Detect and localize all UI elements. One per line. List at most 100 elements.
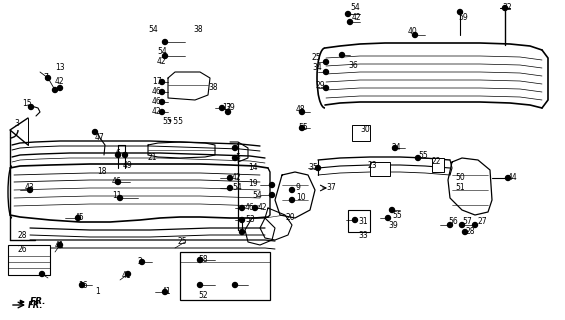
Text: 46: 46 xyxy=(152,98,162,107)
Text: FR.: FR. xyxy=(30,298,46,307)
Circle shape xyxy=(198,258,202,262)
Circle shape xyxy=(140,260,145,265)
Circle shape xyxy=(289,197,294,203)
Text: 15: 15 xyxy=(22,99,32,108)
Circle shape xyxy=(289,188,294,193)
Text: 26: 26 xyxy=(18,245,28,254)
Text: 27: 27 xyxy=(478,218,488,227)
Text: 51: 51 xyxy=(455,183,464,193)
Circle shape xyxy=(412,33,418,37)
Bar xyxy=(352,125,370,141)
Text: 42: 42 xyxy=(55,77,64,86)
Text: 58: 58 xyxy=(198,255,207,265)
Text: 41: 41 xyxy=(122,271,132,281)
Circle shape xyxy=(389,207,394,212)
Text: 41: 41 xyxy=(162,287,172,297)
Circle shape xyxy=(93,130,98,134)
Circle shape xyxy=(233,156,237,161)
Circle shape xyxy=(228,175,233,180)
Circle shape xyxy=(123,153,128,157)
Circle shape xyxy=(240,229,245,235)
Text: 12: 12 xyxy=(222,103,232,113)
Circle shape xyxy=(324,69,328,75)
Text: 56: 56 xyxy=(448,218,458,227)
Text: 28: 28 xyxy=(465,228,475,236)
Text: 47: 47 xyxy=(95,133,105,142)
Circle shape xyxy=(76,215,80,220)
Bar xyxy=(370,162,390,176)
Text: 48: 48 xyxy=(296,106,306,115)
Circle shape xyxy=(340,52,345,58)
Text: 36: 36 xyxy=(348,60,358,69)
Circle shape xyxy=(159,90,164,94)
Text: 31: 31 xyxy=(358,218,368,227)
Text: 40: 40 xyxy=(408,28,418,36)
Circle shape xyxy=(502,5,507,11)
Text: 55: 55 xyxy=(298,124,308,132)
Text: 41: 41 xyxy=(55,241,64,250)
Text: 21: 21 xyxy=(148,154,158,163)
Text: 43: 43 xyxy=(25,183,35,193)
Circle shape xyxy=(159,100,164,105)
Circle shape xyxy=(58,85,63,91)
Text: 57: 57 xyxy=(462,218,472,227)
Bar xyxy=(8,245,50,275)
Text: 38: 38 xyxy=(208,84,218,92)
Circle shape xyxy=(315,165,320,171)
Text: 42: 42 xyxy=(152,108,162,116)
Text: FR.: FR. xyxy=(28,300,44,309)
Circle shape xyxy=(253,205,258,211)
Circle shape xyxy=(459,222,464,228)
Circle shape xyxy=(463,229,467,235)
Text: 13: 13 xyxy=(55,63,64,73)
Text: 54: 54 xyxy=(157,47,167,57)
Circle shape xyxy=(393,146,398,150)
Circle shape xyxy=(472,222,477,228)
Circle shape xyxy=(415,156,420,161)
Circle shape xyxy=(163,53,167,59)
Text: 39: 39 xyxy=(388,220,398,229)
Circle shape xyxy=(118,196,123,201)
Text: 50: 50 xyxy=(455,173,465,182)
Text: 20: 20 xyxy=(285,213,294,222)
Text: 23: 23 xyxy=(368,161,377,170)
Text: 46: 46 xyxy=(112,178,121,187)
Text: 42: 42 xyxy=(157,58,167,67)
Text: 32: 32 xyxy=(502,4,512,12)
Text: • 55: • 55 xyxy=(168,117,183,126)
Text: 42: 42 xyxy=(352,13,362,22)
Text: 10: 10 xyxy=(296,194,306,203)
Text: 17: 17 xyxy=(152,77,162,86)
Text: 34: 34 xyxy=(312,63,321,73)
Text: 52: 52 xyxy=(198,292,207,300)
Text: 38: 38 xyxy=(193,26,203,35)
Circle shape xyxy=(240,218,245,222)
Text: 59: 59 xyxy=(458,13,468,22)
Text: 53: 53 xyxy=(245,215,255,225)
Circle shape xyxy=(240,205,245,211)
Circle shape xyxy=(115,153,120,157)
Text: 55: 55 xyxy=(418,150,428,159)
Text: 25: 25 xyxy=(312,53,321,62)
Bar xyxy=(180,252,270,300)
Circle shape xyxy=(233,146,237,150)
Circle shape xyxy=(163,39,167,44)
Text: 55: 55 xyxy=(162,117,172,126)
Text: 45: 45 xyxy=(75,213,85,222)
Circle shape xyxy=(115,180,120,185)
Text: 9: 9 xyxy=(296,183,301,193)
Text: 37: 37 xyxy=(326,183,336,193)
Circle shape xyxy=(506,175,511,180)
Text: 16: 16 xyxy=(78,282,88,291)
Bar xyxy=(432,158,444,172)
Text: 54: 54 xyxy=(232,183,242,193)
Text: 6: 6 xyxy=(115,149,120,158)
Text: 30: 30 xyxy=(360,125,370,134)
Text: 49: 49 xyxy=(123,162,133,171)
Circle shape xyxy=(219,106,224,110)
Text: 18: 18 xyxy=(97,167,106,177)
Text: 25: 25 xyxy=(178,237,188,246)
Circle shape xyxy=(28,188,33,193)
Circle shape xyxy=(198,283,202,287)
Circle shape xyxy=(270,193,275,197)
